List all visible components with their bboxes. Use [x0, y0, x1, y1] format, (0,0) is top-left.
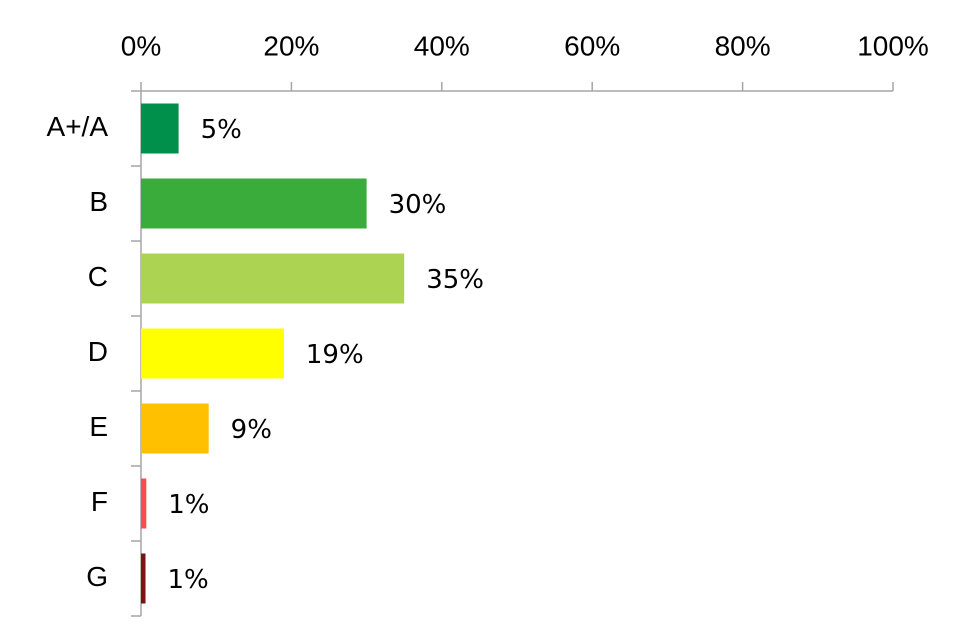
x-tick-label: 100%: [857, 30, 929, 61]
bar: [141, 403, 209, 454]
value-label: 5%: [201, 115, 242, 145]
y-tick-label: G: [86, 561, 108, 592]
bar: [141, 553, 146, 604]
x-tick-label: 0%: [121, 30, 161, 61]
bar: [141, 478, 147, 529]
bar: [141, 253, 405, 304]
value-label: 1%: [168, 565, 209, 595]
bar: [141, 178, 367, 229]
value-label: 35%: [426, 265, 484, 295]
x-tick-label: 80%: [715, 30, 771, 61]
x-tick-label: 20%: [263, 30, 319, 61]
y-tick-label: A+/A: [47, 111, 109, 142]
bar: [141, 328, 284, 379]
value-label: 30%: [389, 190, 447, 220]
y-tick-label: D: [88, 336, 108, 367]
y-tick-label: C: [88, 261, 108, 292]
y-tick-label: F: [91, 486, 108, 517]
bar: [141, 103, 179, 154]
y-tick-label: E: [89, 411, 108, 442]
value-label: 1%: [168, 490, 209, 520]
value-label: 19%: [306, 340, 364, 370]
y-tick-label: B: [89, 186, 108, 217]
x-tick-label: 40%: [414, 30, 470, 61]
value-label: 9%: [231, 415, 272, 445]
x-tick-label: 60%: [564, 30, 620, 61]
